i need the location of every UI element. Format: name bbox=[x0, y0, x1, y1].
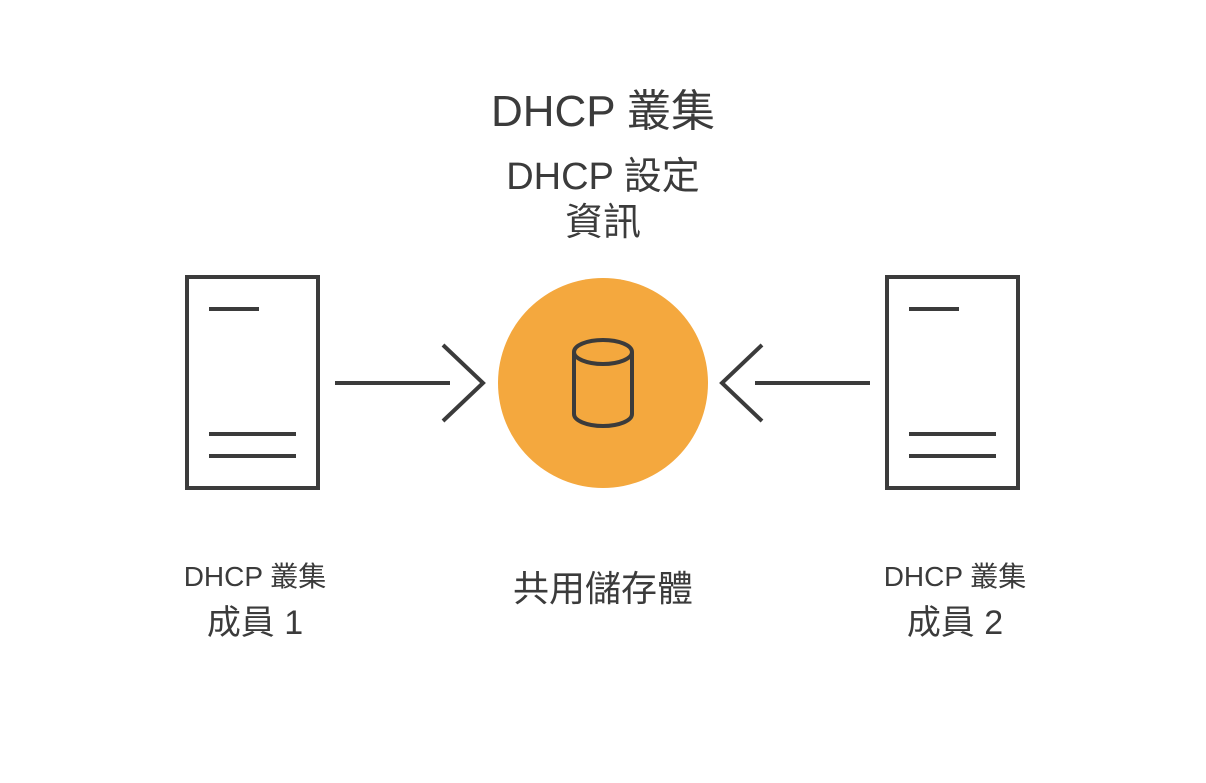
dhcp-cluster-diagram: DHCP 叢集 DHCP 設定 資訊 DHCP 叢集 成員 1 bbox=[0, 0, 1206, 783]
server1-label-line2: 成員 1 bbox=[155, 595, 355, 644]
arrow-left-to-storage bbox=[335, 340, 495, 426]
server2-detail-line-bot bbox=[909, 454, 996, 458]
server2-detail-line-mid bbox=[909, 432, 996, 436]
subtitle-line1: DHCP 設定 bbox=[506, 155, 700, 201]
subtitle-line2: 資訊 bbox=[506, 201, 700, 247]
server1-detail-line-bot bbox=[209, 454, 296, 458]
database-cylinder-icon bbox=[570, 338, 636, 428]
server1-label: DHCP 叢集 成員 1 bbox=[155, 555, 355, 644]
storage-label: 共用儲存體 bbox=[513, 560, 693, 612]
server1-label-line1: DHCP 叢集 bbox=[155, 555, 355, 595]
server1-detail-line-mid bbox=[209, 432, 296, 436]
server-node-1 bbox=[185, 275, 320, 490]
server1-detail-line-top bbox=[209, 307, 259, 311]
server-node-2 bbox=[885, 275, 1020, 490]
diagram-title: DHCP 叢集 bbox=[491, 75, 715, 139]
server2-label-line1: DHCP 叢集 bbox=[855, 555, 1055, 595]
server2-detail-line-top bbox=[909, 307, 959, 311]
arrow-right-to-storage bbox=[710, 340, 870, 426]
diagram-subtitle: DHCP 設定 資訊 bbox=[506, 155, 700, 246]
server2-label-line2: 成員 2 bbox=[855, 595, 1055, 644]
server2-label: DHCP 叢集 成員 2 bbox=[855, 555, 1055, 644]
